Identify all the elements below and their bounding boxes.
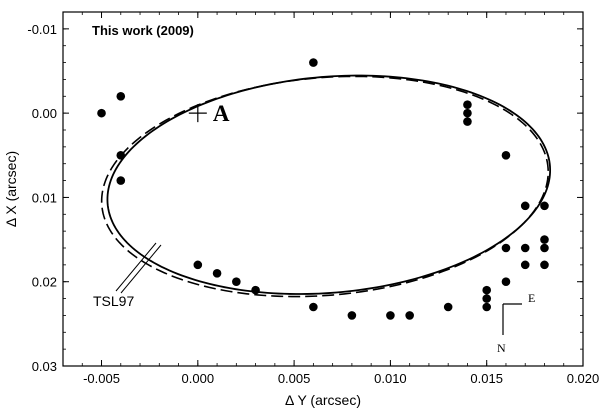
y-axis-label: Δ X (arcsec) bbox=[3, 151, 19, 227]
observation-point bbox=[116, 150, 126, 160]
observation-point bbox=[540, 235, 549, 244]
plot-frame bbox=[62, 11, 584, 367]
x-tick-label: 0.015 bbox=[470, 371, 503, 386]
observation-point bbox=[212, 268, 222, 278]
observation-point bbox=[309, 302, 318, 312]
observation-point bbox=[193, 260, 203, 270]
y-tick-label: 0.00 bbox=[32, 106, 57, 121]
observation-point bbox=[540, 260, 549, 270]
observation-point bbox=[97, 108, 106, 118]
observation-point bbox=[116, 91, 126, 101]
observation-point bbox=[309, 58, 318, 67]
observation-point bbox=[482, 294, 492, 303]
observation-point bbox=[501, 150, 511, 160]
plot-layer bbox=[97, 58, 552, 335]
orbit-this-work-line bbox=[106, 74, 552, 295]
observation-point bbox=[347, 311, 357, 320]
y-tick-label: 0.03 bbox=[32, 359, 57, 374]
observation-point bbox=[482, 302, 492, 312]
observation-point bbox=[443, 302, 453, 312]
x-tick-label: 0.005 bbox=[278, 371, 311, 386]
axes-layer bbox=[62, 11, 584, 367]
observation-point bbox=[463, 108, 472, 118]
x-axis-label: Δ Y (arcsec) bbox=[285, 392, 361, 408]
primary-label: A bbox=[213, 101, 230, 126]
observation-point bbox=[463, 117, 472, 126]
x-tick-label: -0.005 bbox=[83, 371, 120, 386]
observation-point bbox=[520, 260, 530, 270]
tsl97-label: TSL97 bbox=[93, 293, 134, 309]
observation-point bbox=[501, 243, 511, 253]
observation-point bbox=[540, 243, 549, 253]
x-tick-label: 0.020 bbox=[567, 371, 600, 386]
y-tick-label: 0.01 bbox=[32, 190, 57, 205]
y-tick-label: 0.02 bbox=[32, 275, 57, 290]
orbit-tsl97-line bbox=[100, 75, 549, 298]
tsl97-pointer bbox=[120, 244, 162, 294]
this-work-label: This work (2009) bbox=[92, 23, 194, 38]
y-tick-label: -0.01 bbox=[27, 22, 57, 37]
observation-point bbox=[251, 285, 260, 295]
observation-point bbox=[482, 285, 492, 295]
observation-point bbox=[232, 277, 241, 287]
observation-point bbox=[463, 100, 472, 110]
text-layer: -0.005 0.000 0.005 0.010 0.015 0.020 -0.01 0.00… bbox=[3, 22, 599, 408]
observation-point bbox=[116, 176, 126, 185]
observation-point bbox=[540, 201, 549, 211]
compass-east-label: E bbox=[528, 291, 535, 305]
compass-north-label: N bbox=[497, 341, 506, 355]
tsl97-pointer-2 bbox=[115, 242, 157, 292]
observation-point bbox=[386, 311, 395, 320]
x-tick-label: 0.000 bbox=[182, 371, 215, 386]
observation-point bbox=[501, 277, 511, 287]
observation-point bbox=[405, 311, 414, 320]
x-tick-label: 0.010 bbox=[374, 371, 407, 386]
observation-point bbox=[520, 201, 530, 211]
observation-point bbox=[520, 243, 530, 253]
